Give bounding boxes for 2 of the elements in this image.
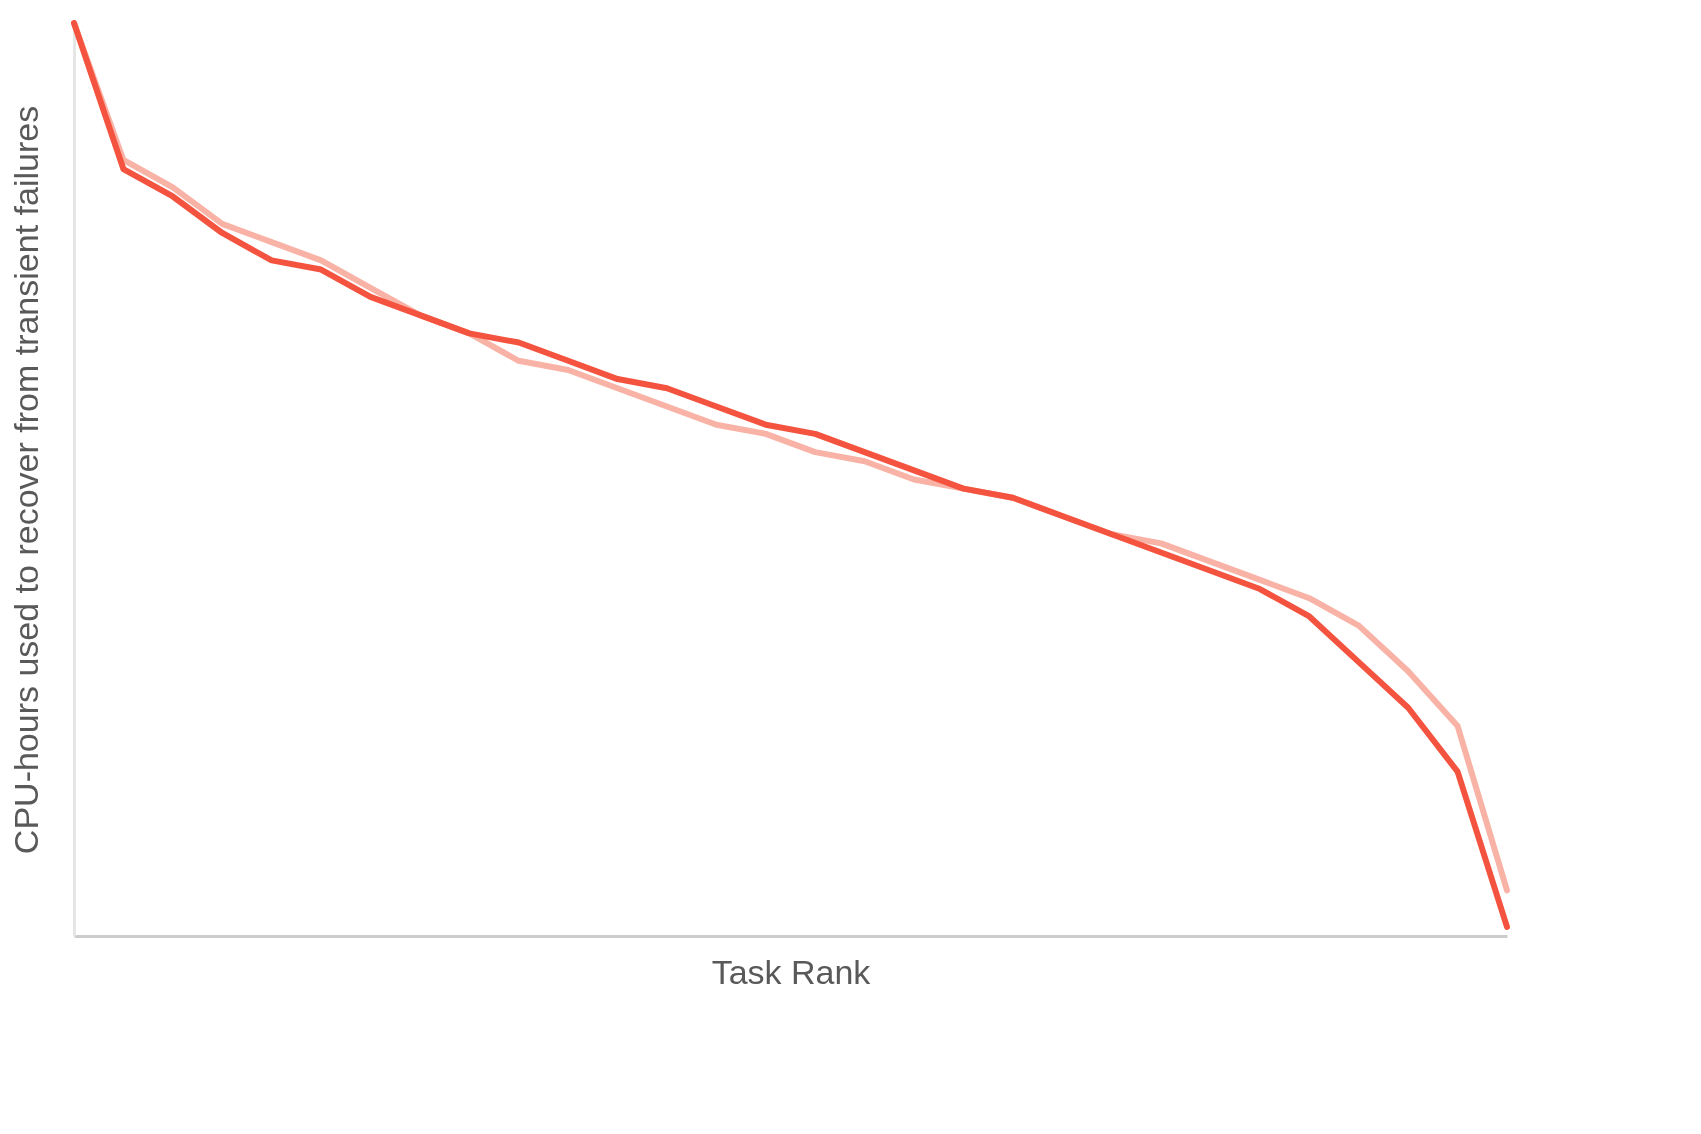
y-axis-title: CPU-hours used to recover from transient failures [6,105,45,855]
x-axis-title: Task Rank [711,952,872,991]
